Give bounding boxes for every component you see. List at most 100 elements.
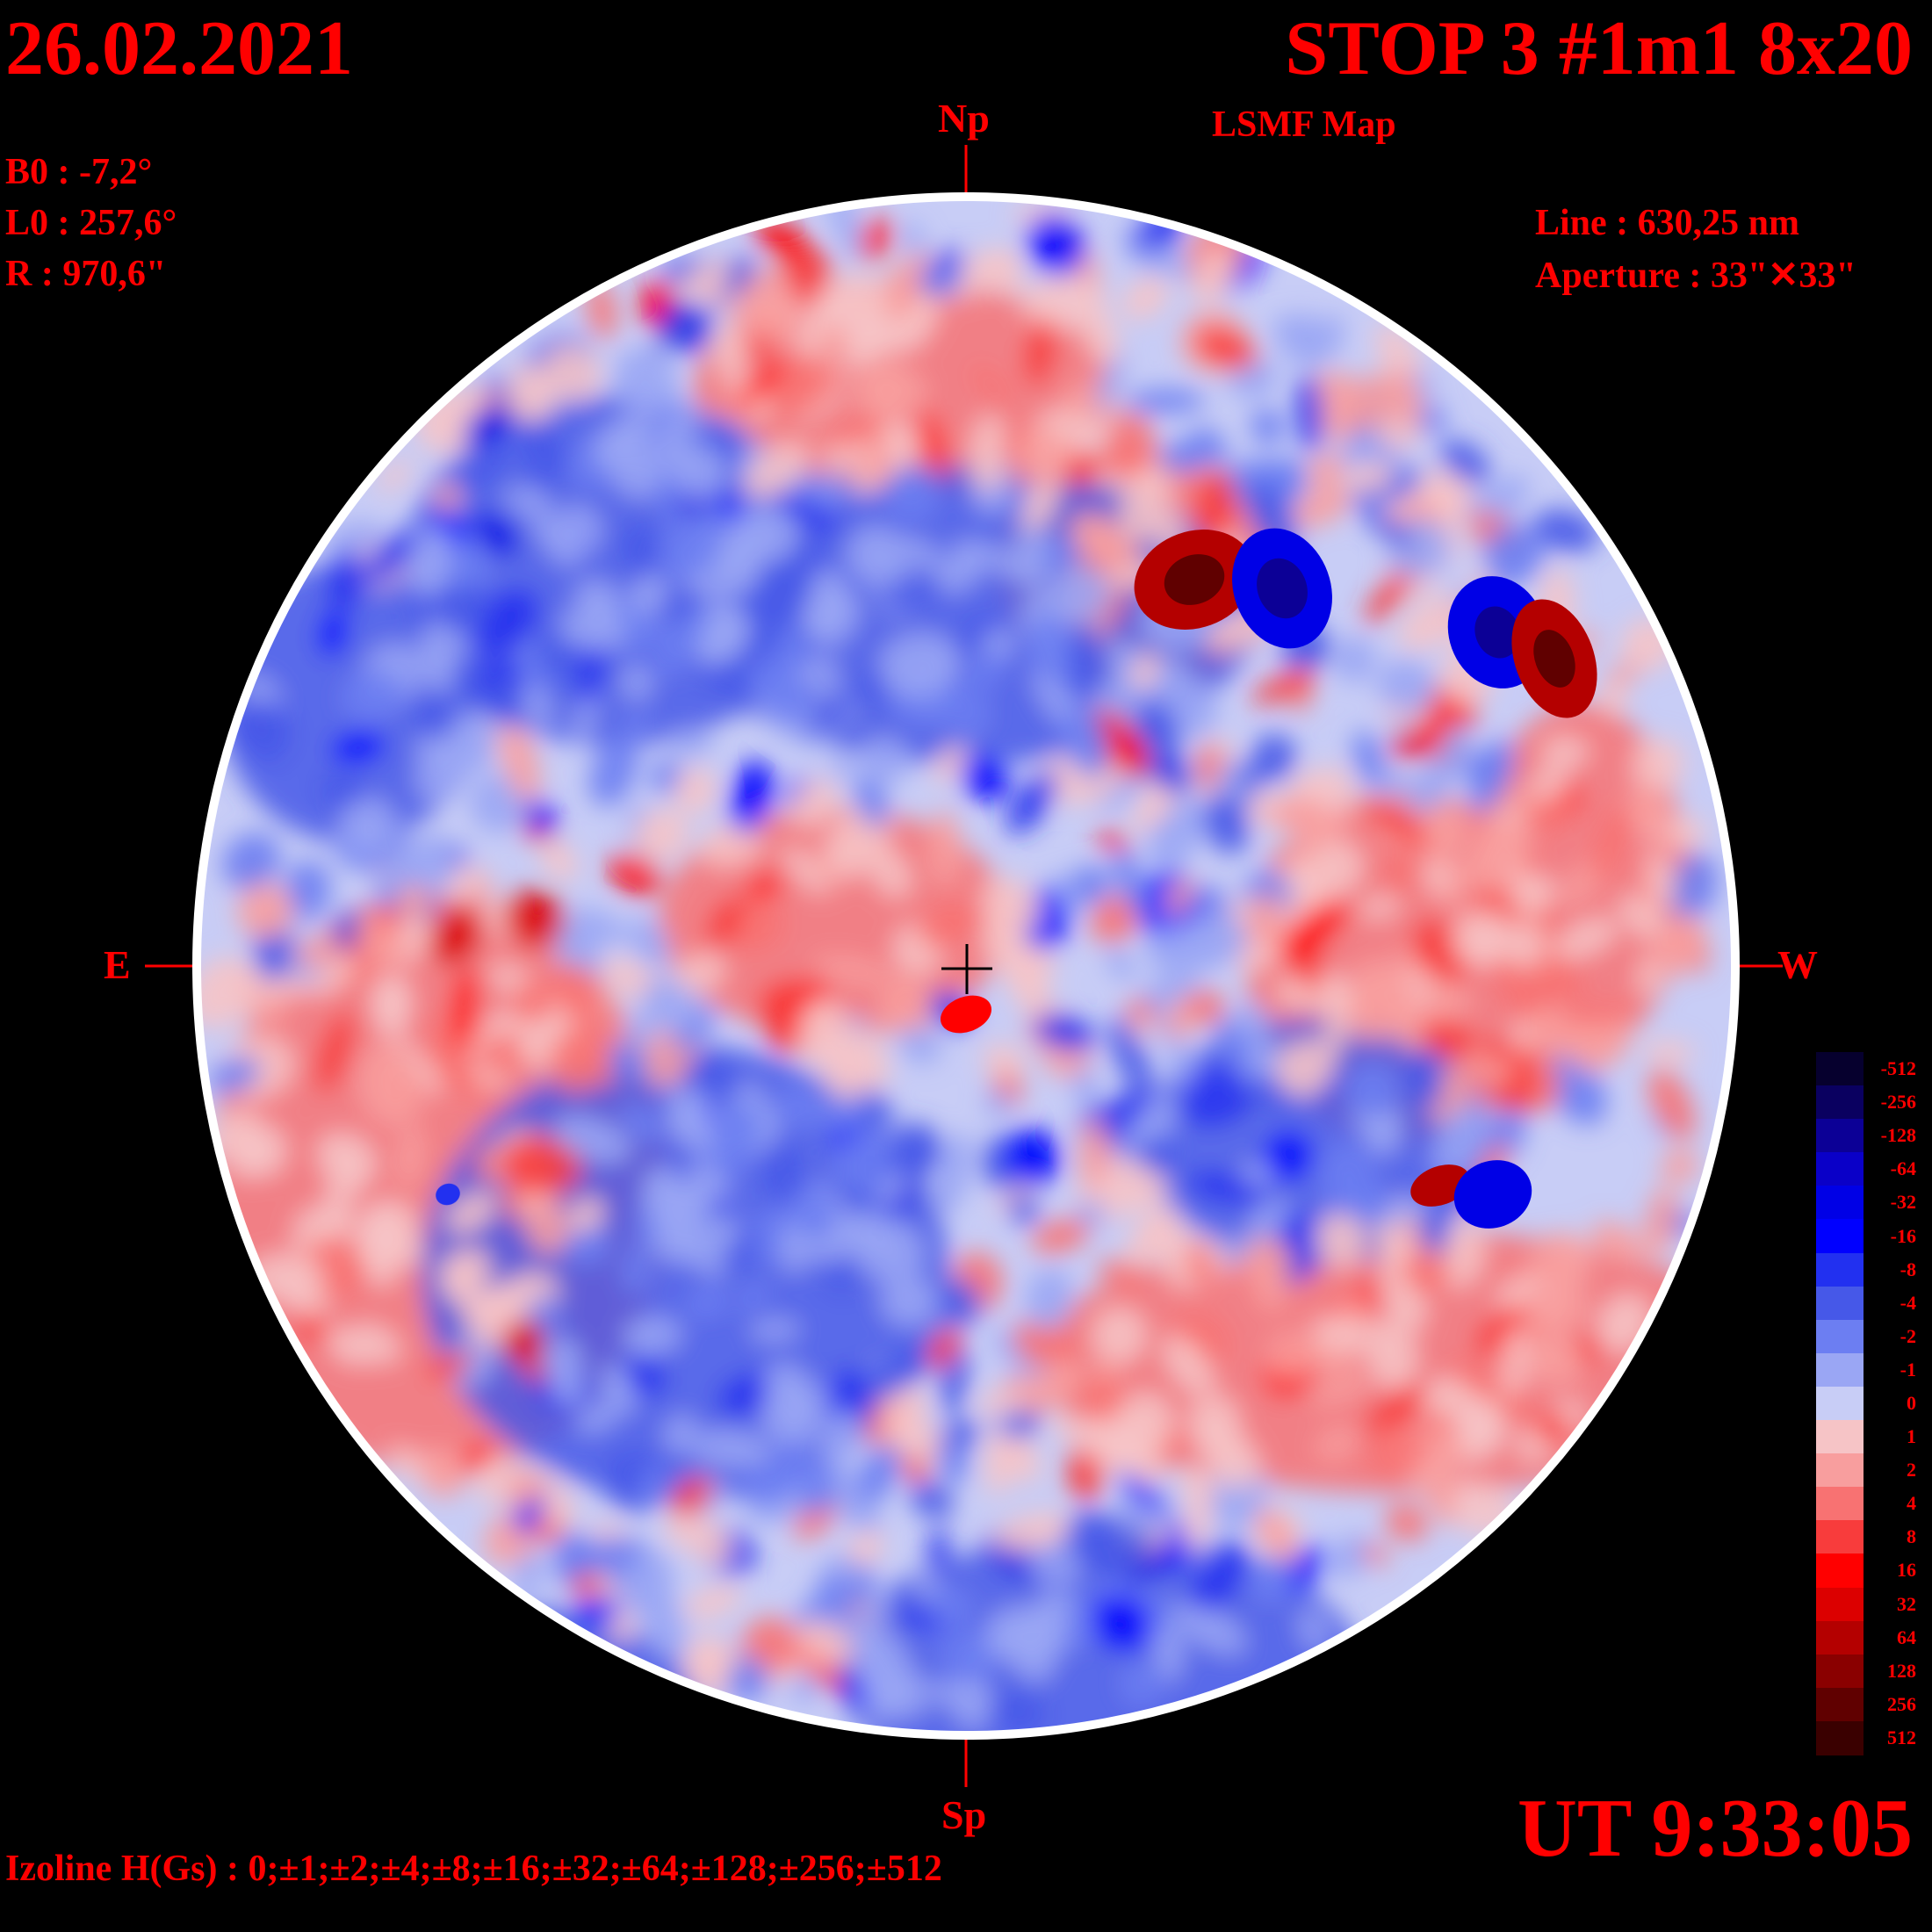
colorbar-label: -4 [1900,1291,1916,1314]
field-patch [1080,1376,1125,1423]
colorbar-label: -2 [1900,1324,1916,1347]
field-patch [917,266,962,297]
field-patch [1125,389,1206,414]
field-patch [673,443,726,501]
field-patch [504,488,551,515]
colorbar-label: 16 [1897,1559,1916,1582]
field-patch [502,724,540,804]
field-patch [879,633,958,698]
field-patch [835,1130,897,1193]
colorbar-segment [1816,1720,1864,1755]
field-patch [538,1016,564,1042]
field-patch [833,1489,881,1534]
field-patch [1315,1213,1367,1268]
field-patch [626,1361,666,1395]
colorbar-segment [1816,1119,1864,1154]
field-patch [436,580,489,636]
field-patch [1015,525,1049,573]
field-patch [1101,1083,1155,1137]
colorbar-label: 128 [1887,1659,1916,1682]
field-patch [473,513,516,556]
date-label: 26.02.2021 [5,6,353,91]
colorbar-label: -16 [1890,1224,1916,1247]
field-patch [1222,1236,1250,1266]
colorbar-segment [1816,1453,1864,1489]
colorbar-segment [1816,1052,1864,1087]
colorbar-segment [1816,1520,1864,1555]
field-patch [200,956,258,1029]
field-patch [782,847,828,894]
field-patch [621,523,664,573]
field-patch [1108,1017,1152,1096]
field-patch [896,1604,948,1633]
field-patch [882,578,927,610]
field-patch [448,722,483,747]
field-patch [623,1317,681,1352]
field-patch [865,431,893,489]
field-patch [1537,941,1585,1005]
field-patch [1525,1281,1589,1334]
field-patch [442,1282,508,1330]
spectral-line: Line : 630,25 nm [1535,203,1800,243]
colorbar-label: 2 [1907,1459,1916,1481]
field-patch [1098,1259,1143,1287]
field-patch [902,221,926,260]
field-patch [1128,246,1194,278]
field-patch [857,218,892,262]
colorbar-segment [1816,1186,1864,1221]
colorbar-label: -8 [1900,1258,1916,1280]
field-patch [1191,1541,1250,1611]
field-patch [746,873,782,899]
field-patch [666,1089,710,1113]
field-patch [927,1526,948,1577]
field-patch [573,1569,602,1598]
colorbar-segment [1816,1687,1864,1722]
field-patch [1340,1294,1369,1323]
field-patch [1648,1068,1695,1141]
field-patch [507,364,556,422]
field-patch [1023,272,1107,330]
field-patch [1367,1424,1426,1481]
field-patch [1179,1469,1218,1504]
field-patch [1006,771,1058,834]
field-patch [624,1016,655,1048]
ut-time: UT 9:33:05 [1517,1783,1913,1874]
l0-value: L0 : 257,6° [5,203,177,243]
field-patch [933,745,969,783]
field-patch [1051,565,1113,621]
active-region-patch [1453,1160,1532,1229]
field-patch [446,1192,496,1234]
field-patch [1421,1020,1475,1058]
field-patch [620,1102,661,1143]
field-patch [630,918,671,970]
field-patch [813,956,894,984]
field-patch [1071,865,1111,905]
field-patch [1244,1043,1283,1075]
field-patch [371,975,411,1030]
field-patch [1278,977,1310,1009]
field-patch [502,1472,544,1507]
field-patch [1024,318,1056,386]
field-patch [1604,660,1641,690]
map-subtitle: LSMF Map [1212,105,1396,145]
field-patch [464,402,515,447]
field-patch [1352,1107,1400,1149]
field-patch [1323,1143,1378,1225]
field-patch [764,1141,802,1203]
field-patch [636,574,667,606]
field-patch [861,1346,935,1397]
field-patch [519,410,565,485]
colorbar-segment [1816,1654,1864,1689]
field-patch [462,443,509,492]
field-patch [1017,428,1070,487]
field-patch [512,978,554,1024]
colorbar-label: -32 [1890,1191,1916,1214]
field-patch [837,1213,888,1258]
field-patch [293,938,351,970]
field-patch [675,954,725,991]
field-patch [525,798,557,835]
field-patch [870,849,912,898]
field-patch [828,1554,860,1583]
field-patch [1340,435,1369,465]
